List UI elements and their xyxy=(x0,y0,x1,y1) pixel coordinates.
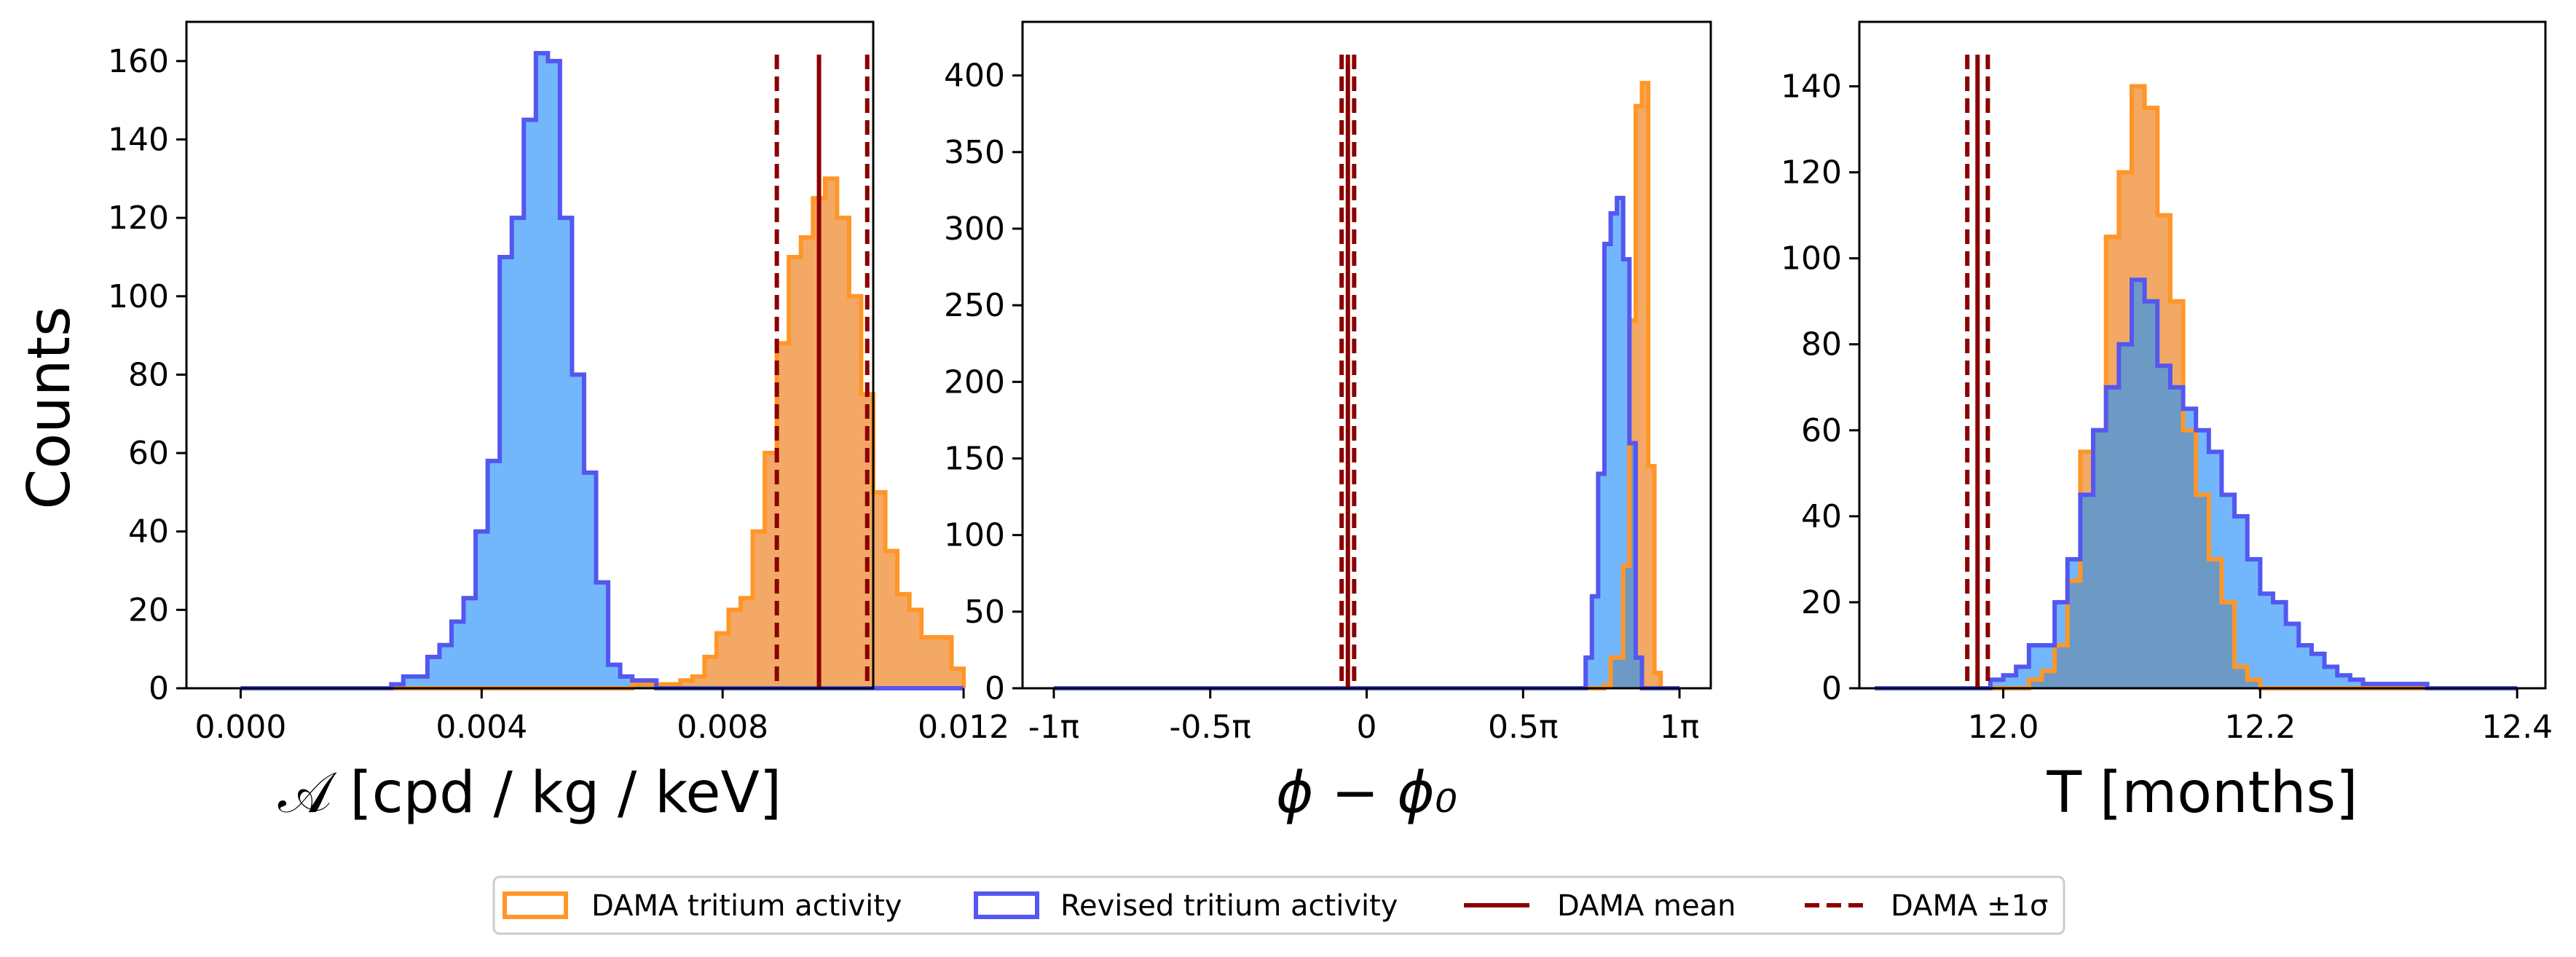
reference-lines-period xyxy=(1965,55,1990,688)
hist-outline-revised-phase xyxy=(1053,195,1680,690)
hist-outline-revised-period xyxy=(1875,277,2518,690)
y-tick-label-phase: 200 xyxy=(944,363,1005,401)
legend-item-dama-mean: DAMA mean xyxy=(1464,889,1736,923)
y-tick-label-amplitude: 120 xyxy=(108,200,169,237)
x-axis-period: 12.0 12.2 12.4 xyxy=(1968,688,2553,746)
legend-label-dama-sigma: DAMA ±1σ xyxy=(1891,889,2048,923)
y-tick-label-phase: 300 xyxy=(944,210,1005,248)
legend-frame xyxy=(492,875,2065,935)
y-axis-phase: 0 50 100 150 200 250 300 350 400 xyxy=(944,58,1023,707)
hist-fill-dama-phase xyxy=(1053,83,1680,688)
y-tick-label-amplitude: 160 xyxy=(108,43,169,80)
plot-frame-amplitude xyxy=(185,20,875,690)
x-axis-phase: -1π -0.5π 0 0.5π 1π xyxy=(1028,688,1699,746)
y-tick-label-phase: 350 xyxy=(944,134,1005,171)
y-tick-label-amplitude: 100 xyxy=(108,278,169,315)
y-tick-label-phase: 150 xyxy=(944,440,1005,477)
y-tick-label-period: 0 xyxy=(1821,670,1842,707)
hist-fill-overlap-phase xyxy=(1053,443,1680,688)
shared-y-axis-label: Counts xyxy=(15,306,83,509)
y-tick-label-amplitude: 0 xyxy=(149,670,169,707)
reference-lines-phase xyxy=(1339,55,1357,688)
histogram-bars-phase xyxy=(1053,81,1680,690)
x-tick-label-phase: -0.5π xyxy=(1170,709,1251,746)
y-tick-label-period: 40 xyxy=(1801,498,1842,535)
legend-item-dama-sigma: DAMA ±1σ xyxy=(1805,889,2048,923)
x-tick-label-amplitude: 0.012 xyxy=(918,709,1009,746)
y-tick-label-period: 140 xyxy=(1781,68,1842,106)
x-tick-label-phase: 1π xyxy=(1660,709,1699,746)
x-axis-label-amplitude: 𝒜 [cpd / kg / keV] xyxy=(278,760,782,826)
panel-period: 12.0 12.2 12.4 0 20 40 60 80 100 120 140 T [month… xyxy=(1781,20,2553,826)
histogram-bars-amplitude xyxy=(240,51,966,690)
legend-label-dama-activity: DAMA tritium activity xyxy=(591,889,902,923)
x-axis-amplitude: 0.000 0.004 0.008 0.012 xyxy=(194,688,1009,746)
y-tick-label-phase: 50 xyxy=(964,594,1005,631)
legend-item-dama-activity: DAMA tritium activity xyxy=(503,889,902,923)
panel-amplitude: 0.000 0.004 0.008 0.012 0 20 40 60 80 100 120 140 1… xyxy=(108,20,1009,826)
legend: DAMA tritium activity Revised tritium ac… xyxy=(492,875,2065,935)
histogram-bars-period xyxy=(1875,84,2518,690)
legend-swatch-revised xyxy=(974,891,1039,919)
y-tick-label-phase: 250 xyxy=(944,287,1005,324)
y-tick-label-amplitude: 20 xyxy=(128,591,169,629)
y-tick-label-period: 100 xyxy=(1781,240,1842,277)
y-tick-label-period: 80 xyxy=(1801,326,1842,363)
y-tick-label-period: 120 xyxy=(1781,154,1842,192)
x-tick-label-phase: -1π xyxy=(1028,709,1079,746)
x-tick-label-period: 12.4 xyxy=(2481,709,2553,746)
x-tick-label-phase: 0 xyxy=(1357,709,1377,746)
hist-fill-dama-amplitude xyxy=(240,178,964,688)
x-tick-label-period: 12.2 xyxy=(2224,709,2296,746)
hist-fill-revised-phase xyxy=(1053,197,1680,688)
x-tick-label-phase: 0.5π xyxy=(1488,709,1558,746)
y-tick-label-phase: 100 xyxy=(944,517,1005,554)
legend-label-revised-activity: Revised tritium activity xyxy=(1060,889,1398,923)
legend-swatch-dama xyxy=(503,891,568,919)
y-tick-label-amplitude: 60 xyxy=(128,435,169,472)
reference-lines-amplitude xyxy=(774,55,870,688)
legend-label-dama-mean: DAMA mean xyxy=(1557,889,1736,923)
x-axis-label-period: T [months] xyxy=(2046,760,2358,826)
plot-frame-period xyxy=(1858,20,2547,690)
y-tick-label-amplitude: 40 xyxy=(128,513,169,551)
hist-outline-dama-phase xyxy=(1053,81,1680,690)
y-tick-label-period: 60 xyxy=(1801,412,1842,449)
y-tick-label-amplitude: 80 xyxy=(128,356,169,393)
y-tick-label-phase: 400 xyxy=(944,58,1005,95)
y-tick-label-amplitude: 140 xyxy=(108,121,169,158)
y-tick-label-period: 20 xyxy=(1801,584,1842,621)
y-axis-amplitude: 0 20 40 60 80 100 120 140 160 xyxy=(108,43,186,707)
panel-phase: -1π -0.5π 0 0.5π 1π 0 50 100 150 200 250 300 350 400… xyxy=(944,20,1712,826)
legend-item-revised-activity: Revised tritium activity xyxy=(974,889,1398,923)
x-tick-label-period: 12.0 xyxy=(1968,709,2039,746)
y-tick-label-phase: 0 xyxy=(985,670,1005,707)
x-tick-label-amplitude: 0.004 xyxy=(436,709,527,746)
x-tick-label-amplitude: 0.000 xyxy=(194,709,286,746)
y-axis-period: 0 20 40 60 80 100 120 140 xyxy=(1781,68,1859,707)
x-axis-label-phase: ϕ − ϕ₀ xyxy=(1276,760,1457,826)
x-tick-label-amplitude: 0.008 xyxy=(677,709,768,746)
